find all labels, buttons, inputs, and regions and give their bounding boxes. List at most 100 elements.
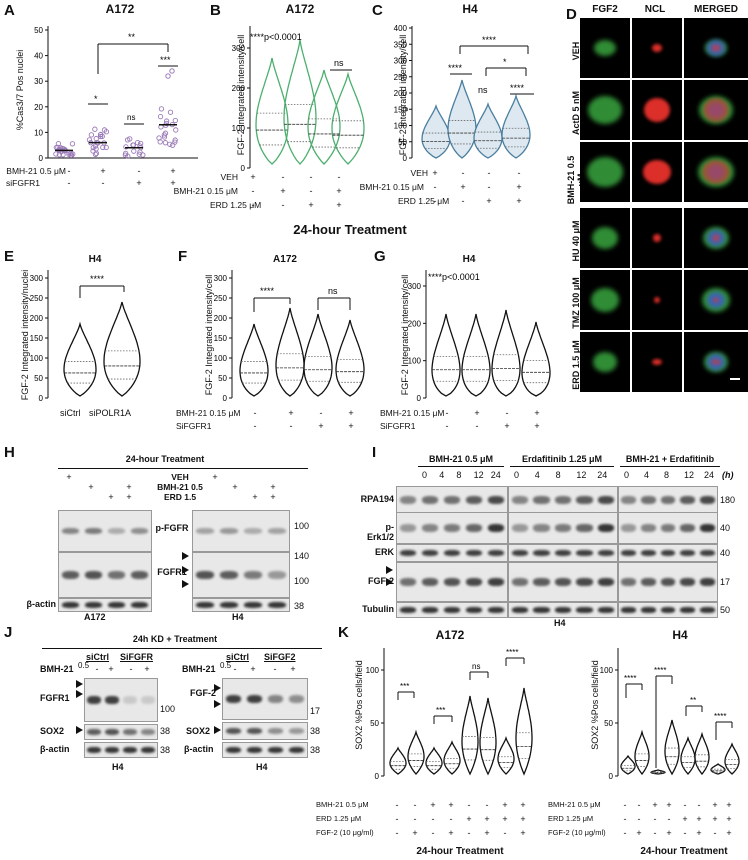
blot-band: [105, 747, 119, 753]
violin-mark: [275, 307, 305, 397]
panel-c-title: H4: [462, 2, 478, 16]
blot-band: [640, 607, 656, 613]
panel-f-sign: -: [253, 408, 257, 418]
blot-band: [597, 524, 615, 532]
mw-17: 17: [310, 706, 321, 716]
blot-h-h4-fgfr1: [192, 552, 290, 598]
band-arrow-marker: [76, 726, 83, 734]
scatter-point: [161, 134, 168, 140]
blot-band: [640, 549, 656, 557]
y-tick-label: 0: [39, 154, 44, 163]
y-tick-label: 300: [408, 282, 422, 291]
blot-band: [141, 696, 155, 704]
blot-i-1-1: [508, 512, 618, 544]
panel-b-note: ****p<0.0001: [250, 32, 302, 42]
panel-i-time: 8: [555, 470, 561, 480]
scale-bar: [730, 378, 740, 380]
panel-j-right-group-2: SiFGF2: [264, 652, 296, 662]
panel-i-time: 12: [684, 470, 695, 480]
panel-c-row-label: VEH: [410, 168, 428, 178]
panel-i-mw: 40: [720, 523, 731, 533]
fgf2-signal: [591, 288, 619, 312]
blot-band: [576, 524, 593, 532]
y-tick-label: 50: [34, 26, 43, 35]
panel-h-header-rule: [58, 468, 308, 469]
micrograph-ncl: [632, 332, 682, 392]
scatter-point: [172, 139, 178, 145]
blot-band: [87, 747, 101, 753]
panel-i-blot-label: FGF-2: [368, 576, 394, 586]
blot-band: [699, 578, 715, 586]
panel-f-sign: +: [348, 408, 354, 418]
blot-band: [243, 571, 263, 579]
panel-k-right-sign: +: [726, 828, 732, 838]
panel-letter-i: I: [372, 444, 377, 461]
panel-f-sign: +: [318, 421, 324, 431]
y-tick-label: 250: [394, 73, 408, 82]
panel-i-blot-label: Tubulin: [362, 604, 394, 614]
blot-band: [61, 528, 80, 534]
y-tick-label: 150: [30, 334, 44, 343]
violin-mark: [421, 104, 451, 159]
ncl-signal: [654, 297, 660, 303]
panel-k-right-row-label: ERD 1.25 μM: [548, 814, 594, 823]
panel-letter-j: J: [4, 624, 13, 641]
blot-band: [597, 578, 615, 586]
blot-band: [105, 729, 119, 735]
panel-i-group-rule: [418, 466, 504, 467]
blot-band: [621, 524, 637, 532]
y-tick-label: 50: [34, 374, 43, 383]
blot-i-0-0: [396, 486, 508, 514]
panel-g-sign: -: [505, 408, 509, 418]
blot-band: [84, 602, 103, 608]
panel-i-time-unit: (h): [722, 470, 734, 480]
violin-mark: [461, 313, 491, 397]
blot-band: [443, 549, 461, 557]
fgf2-signal: [592, 227, 618, 249]
panel-letter-b: B: [210, 2, 221, 19]
blot-band: [195, 528, 215, 534]
panel-i-time: 24: [597, 470, 608, 480]
panel-k-right-sign: -: [683, 828, 687, 838]
panel-j-right-sign: -: [233, 664, 237, 674]
scatter-point: [138, 140, 144, 147]
blot-i-3-2: [618, 562, 718, 602]
y-tick-label: 0: [223, 394, 228, 403]
micrograph-merged: [684, 208, 748, 268]
blot-band: [288, 728, 305, 734]
panel-j-right-treat-sup: 0.5: [220, 661, 232, 670]
y-tick-label: 0: [375, 772, 380, 781]
violin-mark: [473, 101, 503, 159]
blot-i-4-0: [396, 602, 508, 618]
panel-k-right-sign: -: [623, 800, 627, 810]
band-arrow-marker: [182, 552, 189, 560]
scatter-point: [131, 148, 137, 154]
band-arrow-marker: [76, 690, 83, 698]
y-tick-label: 300: [232, 44, 246, 53]
panel-f-sign: -: [289, 421, 293, 431]
panel-k-left-sign: -: [431, 828, 435, 838]
blot-label-actin-right: β-actin: [184, 744, 214, 754]
panel-k-left-row-label: ERD 1.25 μM: [316, 814, 362, 823]
panel-h-sign-a172: +: [66, 472, 72, 482]
panel-j-left-group-1: siCtrl: [86, 652, 110, 662]
panel-b-sign: +: [280, 186, 286, 196]
panel-i-blot-label: RPA194: [360, 494, 394, 504]
micrograph-ncl: [632, 142, 682, 202]
panel-i-time: 4: [644, 470, 650, 480]
panel-k-right-sign: -: [637, 800, 641, 810]
panel-b-row-label: BMH-21 0.15 μM: [173, 186, 238, 196]
blot-band: [225, 747, 242, 753]
panel-b-title: A172: [285, 2, 315, 16]
panel-k-left-sign: -: [395, 814, 399, 824]
blot-band: [107, 571, 126, 579]
panel-c-row-label: BMH-21 0.15 μM: [359, 182, 424, 192]
panel-c-sign: -: [461, 168, 465, 178]
panel-a-sig-4: **: [128, 32, 136, 42]
panel-c-sign: -: [433, 182, 437, 192]
blot-band: [699, 496, 715, 504]
blot-band: [399, 496, 417, 504]
panel-j-left-cell: H4: [112, 762, 124, 772]
panel-k-right-sign: +: [666, 800, 672, 810]
panel-j-header: 24h KD + Treatment: [132, 634, 218, 644]
